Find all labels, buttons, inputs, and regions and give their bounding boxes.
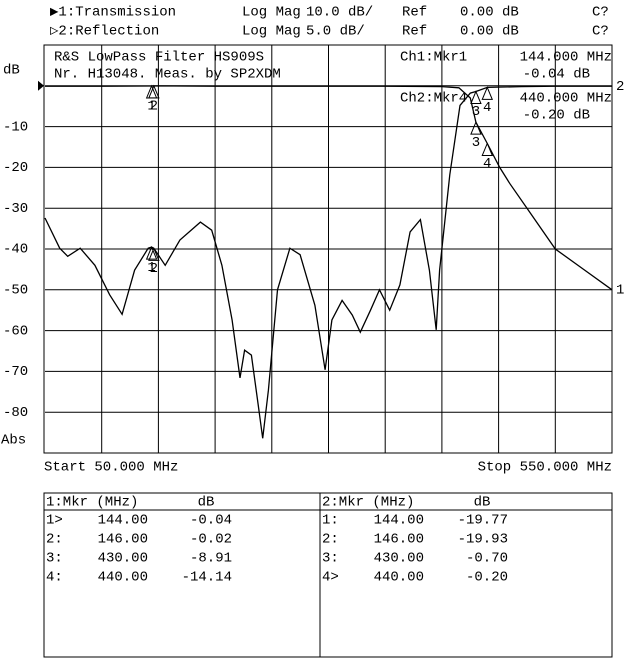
y-tick-label: -80 xyxy=(3,405,28,421)
table-cell: 4> xyxy=(322,570,339,586)
reference-arrow xyxy=(38,80,44,91)
table-cell: 430.00 xyxy=(98,551,148,567)
table-cell: -14.14 xyxy=(182,570,232,586)
table-frame xyxy=(43,492,613,658)
table-cell: -0.20 xyxy=(466,570,508,586)
start-label: Start 50.000 MHz xyxy=(44,460,178,476)
annotation: R&S LowPass Filter HS909S xyxy=(54,50,264,66)
y-tick-label: -70 xyxy=(3,364,28,380)
table-cell: 3: xyxy=(322,551,339,567)
table-cell: 144.00 xyxy=(374,513,424,529)
marker xyxy=(148,84,160,99)
header-field: C? xyxy=(592,24,609,40)
marker-number: 1 xyxy=(147,260,155,276)
table-cell: 3: xyxy=(46,551,63,567)
y-tick-label: -60 xyxy=(3,323,28,339)
marker xyxy=(145,245,158,260)
table-cell: -19.93 xyxy=(458,532,508,548)
table-cell: 2: xyxy=(322,532,339,548)
header-field: Log Mag xyxy=(242,5,301,21)
marker-readout: Ch1:Mkr1 xyxy=(400,50,467,66)
header-field: ▶1:Transmission xyxy=(50,5,176,21)
trace-label: 2 xyxy=(616,79,624,95)
table-cell: -19.77 xyxy=(458,513,508,529)
marker xyxy=(470,90,482,105)
header-field: Log Mag xyxy=(242,24,301,40)
marker-readout: Ch2:Mkr4 xyxy=(400,91,467,107)
table-cell: -0.04 xyxy=(190,513,232,529)
header-field: 5.0 dB/ xyxy=(306,24,365,40)
table-cell: -0.02 xyxy=(190,532,232,548)
marker xyxy=(148,247,160,261)
table-cell: 1> xyxy=(46,513,63,529)
y-tick-label: -20 xyxy=(3,160,28,176)
header-field: Ref xyxy=(402,5,427,21)
table-cell: 430.00 xyxy=(374,551,424,567)
marker xyxy=(481,86,494,100)
table-cell: 146.00 xyxy=(374,532,424,548)
trace-label: 1 xyxy=(616,283,624,299)
trace xyxy=(44,85,612,439)
marker-readout: -0.04 dB xyxy=(523,67,590,83)
y-tick-label: -50 xyxy=(3,283,28,299)
y-unit: dB xyxy=(3,63,20,79)
header-field: 0.00 dB xyxy=(460,24,519,40)
marker-number: 3 xyxy=(472,104,480,120)
y-format: Abs xyxy=(1,433,26,449)
table-cell: 440.00 xyxy=(98,570,148,586)
y-tick-label: -40 xyxy=(3,242,28,258)
table-cell: -0.70 xyxy=(466,551,508,567)
header-field: 0.00 dB xyxy=(460,5,519,21)
header-field: Ref xyxy=(402,24,427,40)
y-tick-label: -30 xyxy=(3,201,28,217)
table-cell: 2: xyxy=(46,532,63,548)
marker-readout: -0.20 dB xyxy=(523,108,590,124)
marker-number: 1 xyxy=(147,99,155,115)
table-cell: 144.00 xyxy=(98,513,148,529)
table-header: 2:Mkr (MHz) xyxy=(322,495,414,511)
table-cell: 440.00 xyxy=(374,570,424,586)
table-cell: 1: xyxy=(322,513,339,529)
marker-number: 2 xyxy=(150,99,158,115)
marker xyxy=(481,142,494,156)
annotation: Nr. H13048. Meas. by SP2XDM xyxy=(54,67,281,83)
stop-label: Stop 550.000 MHz xyxy=(478,460,612,476)
marker-number: 4 xyxy=(483,100,491,116)
marker-number: 2 xyxy=(150,261,158,277)
table-cell: 4: xyxy=(46,570,63,586)
header-field: ▷2:Reflection xyxy=(50,24,159,40)
table-cell: 146.00 xyxy=(98,532,148,548)
table-header: 1:Mkr (MHz) xyxy=(46,495,138,511)
header-field: 10.0 dB/ xyxy=(306,5,373,21)
marker-number: 4 xyxy=(483,156,491,172)
table-header: dB xyxy=(198,495,215,511)
marker-readout: 144.000 MHz xyxy=(520,50,612,66)
marker xyxy=(470,120,482,135)
table-cell: -8.91 xyxy=(190,551,232,567)
marker-readout: 440.000 MHz xyxy=(520,91,612,107)
table-header: dB xyxy=(474,495,491,511)
header-field: C? xyxy=(592,5,609,21)
y-tick-label: -10 xyxy=(3,119,28,135)
marker-number: 3 xyxy=(472,135,480,151)
